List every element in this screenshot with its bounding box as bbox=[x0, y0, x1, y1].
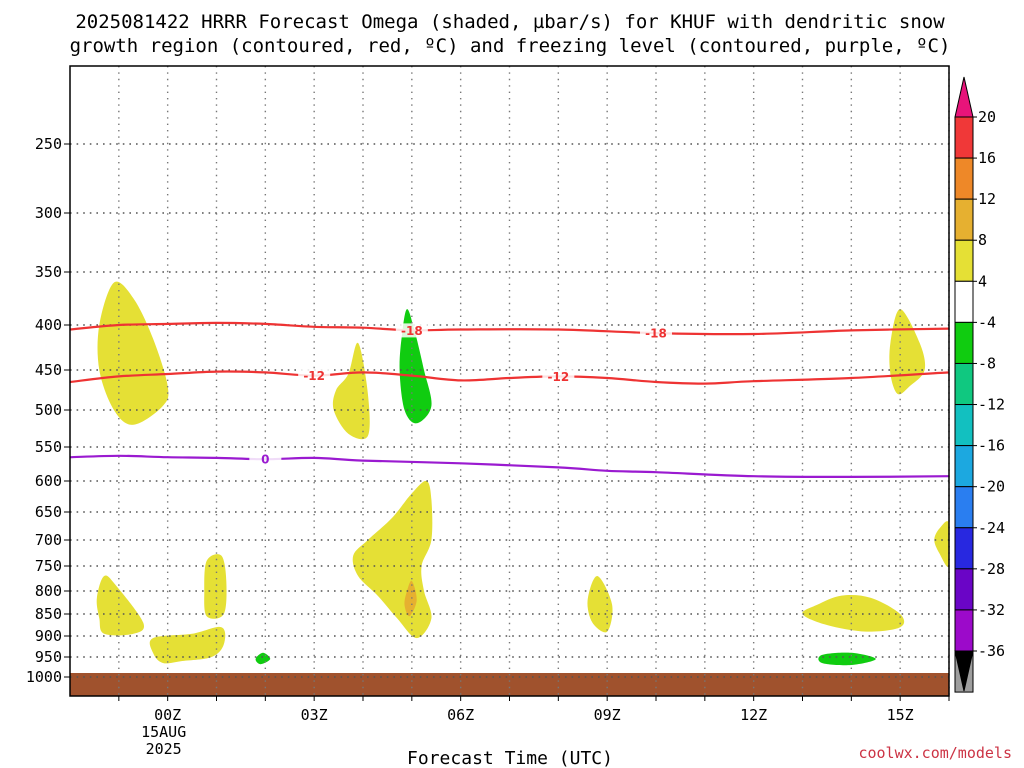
colorbar-tick-label: -8 bbox=[978, 354, 996, 372]
colorbar-swatch bbox=[954, 116, 974, 159]
x-tick-label: 06Z bbox=[447, 706, 474, 724]
contour-line-1 bbox=[70, 370, 949, 385]
contour-label: -18 bbox=[401, 324, 423, 338]
contour-layer: -18 -18 -12 -12 0 bbox=[70, 321, 949, 479]
colorbar-swatch bbox=[954, 198, 974, 241]
contour-label: -12 bbox=[547, 370, 569, 384]
colorbar-under-triangle bbox=[954, 650, 974, 692]
x-tick-label: 12Z bbox=[740, 706, 767, 724]
colorbar-tick-label: -4 bbox=[978, 313, 996, 331]
y-tick-label: 500 bbox=[35, 401, 62, 419]
omega-region-7 bbox=[204, 554, 227, 619]
contour-label-bg bbox=[298, 368, 331, 383]
y-tick-label: 400 bbox=[35, 316, 62, 334]
colorbar-tick-label: -32 bbox=[978, 601, 1005, 619]
grid-layer bbox=[70, 66, 950, 696]
y-tick-label: 950 bbox=[35, 648, 62, 666]
y-tick-label: 700 bbox=[35, 531, 62, 549]
omega-regions-layer bbox=[96, 281, 949, 666]
y-tick-label: 250 bbox=[35, 135, 62, 153]
chart-title-line1: 2025081422 HRRR Forecast Omega (shaded, … bbox=[75, 11, 945, 33]
omega-region-10 bbox=[587, 575, 613, 633]
omega-region-13 bbox=[818, 652, 876, 666]
y-tick-label: 750 bbox=[35, 557, 62, 575]
colorbar-tick-label: -28 bbox=[978, 560, 1005, 578]
contour-label-bg bbox=[249, 452, 282, 467]
y-tick-label: 850 bbox=[35, 605, 62, 623]
contour-label-bg bbox=[640, 326, 672, 341]
omega-region-8 bbox=[149, 626, 226, 664]
colorbar-swatch bbox=[954, 404, 974, 447]
colorbar-tick-label: 4 bbox=[978, 272, 987, 290]
omega-region-2 bbox=[399, 309, 432, 424]
x-tick-year: 2025 bbox=[146, 740, 182, 758]
contour-label: -12 bbox=[303, 369, 325, 383]
y-tick-label: 800 bbox=[35, 582, 62, 600]
colorbar-tick-label: -36 bbox=[978, 642, 1005, 660]
surface-terrain bbox=[70, 673, 949, 696]
colorbar-tick-label: 16 bbox=[978, 149, 996, 167]
omega-region-5 bbox=[404, 580, 417, 617]
x-tick-label: 15Z bbox=[887, 706, 914, 724]
colorbar-swatch bbox=[954, 362, 974, 406]
credit-text: coolwx.com/models bbox=[858, 744, 1012, 762]
omega-region-9 bbox=[255, 652, 271, 665]
y-tick-label: 350 bbox=[35, 263, 62, 281]
y-axis-ticks: 250 300 350 400 450 500 550 600 650 700 750 800 850 9… bbox=[26, 135, 70, 686]
y-tick-label: 550 bbox=[35, 438, 62, 456]
colorbar-tick-label: 12 bbox=[978, 190, 996, 208]
colorbar-swatch bbox=[954, 609, 974, 652]
colorbar-tick-label: 8 bbox=[978, 231, 987, 249]
omega-region-1 bbox=[332, 342, 370, 440]
y-tick-label: 900 bbox=[35, 627, 62, 645]
colorbar-swatch bbox=[954, 157, 974, 200]
contour-label: -18 bbox=[645, 327, 667, 341]
omega-region-12 bbox=[934, 521, 949, 568]
chart-title-line2: growth region (contoured, red, ºC) and f… bbox=[70, 35, 951, 57]
x-axis-label: Forecast Time (UTC) bbox=[407, 748, 613, 768]
contour-label-bg bbox=[542, 369, 575, 384]
colorbar-swatch bbox=[954, 239, 974, 282]
x-tick-label: 09Z bbox=[594, 706, 621, 724]
x-tick-label: 00Z bbox=[154, 706, 181, 724]
colorbar-over-triangle bbox=[954, 76, 974, 118]
colorbar-tick-label: 20 bbox=[978, 108, 996, 126]
x-tick-label: 03Z bbox=[301, 706, 328, 724]
y-tick-label: 300 bbox=[35, 204, 62, 222]
y-tick-label: 1000 bbox=[26, 668, 62, 686]
omega-region-0 bbox=[97, 281, 169, 425]
colorbar-swatch bbox=[954, 445, 974, 488]
contour-label-bg bbox=[395, 323, 428, 338]
y-tick-label: 600 bbox=[35, 472, 62, 490]
colorbar-tick-label: -20 bbox=[978, 478, 1005, 496]
colorbar-swatch bbox=[954, 486, 974, 529]
contour-line-2 bbox=[70, 454, 949, 479]
plot-area: -18 -18 -12 -12 0 bbox=[69, 65, 950, 697]
colorbar-swatch bbox=[954, 568, 974, 611]
colorbar-tick-label: -12 bbox=[978, 396, 1005, 414]
omega-region-6 bbox=[96, 575, 144, 636]
colorbar-swatch bbox=[954, 280, 974, 323]
y-tick-label: 450 bbox=[35, 361, 62, 379]
x-tick-date: 15AUG bbox=[141, 723, 186, 741]
surface-terrain-layer bbox=[70, 673, 949, 696]
y-tick-label: 650 bbox=[35, 503, 62, 521]
omega-region-3 bbox=[889, 309, 926, 395]
contour-label: 0 bbox=[261, 453, 269, 467]
colorbar-swatch bbox=[954, 527, 974, 570]
colorbar-tick-label: -24 bbox=[978, 519, 1005, 537]
colorbar: 20 16 12 8 4 -4 -8 -12 -16 -20 -24 -28 -32 -36 bbox=[954, 76, 1005, 693]
colorbar-tick-label: -16 bbox=[978, 437, 1005, 455]
omega-region-11 bbox=[802, 595, 905, 632]
colorbar-swatch bbox=[954, 321, 974, 364]
